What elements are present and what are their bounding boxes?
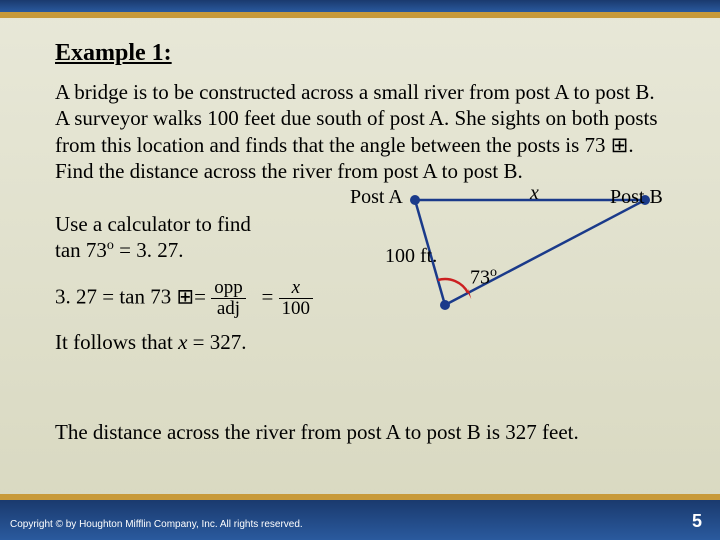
example-title: Example 1:: [55, 40, 665, 67]
degree-icon: o: [107, 238, 114, 253]
fraction-opp-adj: opp adj: [211, 278, 246, 319]
footer-bar: Copyright © by Houghton Mifflin Company,…: [0, 500, 720, 540]
label-x: x: [530, 182, 539, 205]
problem-text: A bridge is to be constructed across a s…: [55, 79, 665, 184]
fraction-x-100: x 100: [279, 278, 314, 319]
calc-instruction: Use a calculator to find: [55, 212, 251, 237]
label-post-a: Post A: [350, 186, 403, 209]
label-angle: 73o: [470, 265, 497, 290]
angle-value: 73: [470, 267, 490, 289]
header-bar: [0, 0, 720, 12]
degree-icon: o: [490, 265, 497, 280]
calc-tan-value: tan 73o = 3. 27.: [55, 238, 184, 263]
work-area: Post A x Post B 100 ft. 73o Use a calcul…: [55, 190, 665, 370]
label-100ft: 100 ft.: [385, 245, 437, 268]
copyright-text: Copyright © by Houghton Mifflin Company,…: [10, 519, 303, 530]
calc-equation: 3. 27 = tan 73 ⊞= opp adj = x 100: [55, 278, 313, 319]
page-number: 5: [692, 511, 702, 532]
slide-content: Example 1: A bridge is to be constructed…: [55, 40, 665, 370]
label-post-b: Post B: [610, 186, 663, 209]
conclusion-text: The distance across the river from post …: [55, 420, 665, 445]
triangle-figure: Post A x Post B 100 ft. 73o: [355, 190, 665, 340]
calc-result: It follows that x = 327.: [55, 330, 247, 355]
